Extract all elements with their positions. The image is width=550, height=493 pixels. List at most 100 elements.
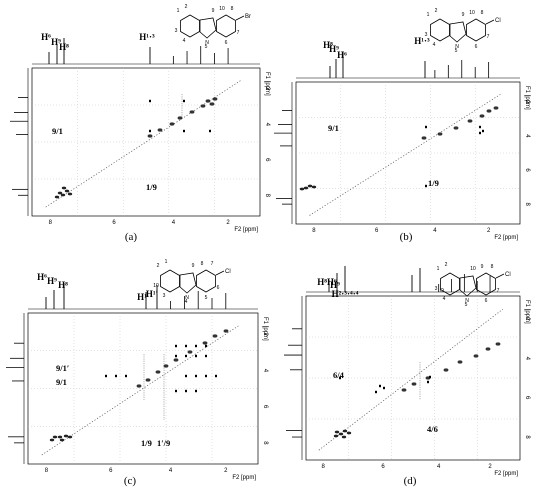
crosspeak-spot: [185, 344, 187, 348]
x-tick-label: 2: [488, 464, 492, 470]
x-tick-label: 6: [109, 468, 113, 474]
crosspeak-spot: [195, 344, 197, 348]
proton-label: H⁶: [41, 32, 51, 42]
panel-caption: (c): [124, 475, 137, 487]
ring-benzene: [476, 272, 496, 296]
crosspeak-spot: [67, 435, 73, 439]
crosspeak-label: 9/1: [52, 126, 63, 136]
crosspeak-spot: [223, 329, 229, 333]
crosspeak-spot: [375, 390, 377, 394]
crosspeak-spot: [205, 344, 207, 348]
crosspeak-spot: [195, 389, 197, 393]
crosspeak-label: 1/9: [428, 178, 439, 188]
proton-label: H⁹: [51, 37, 61, 47]
crosspeak-spot: [482, 129, 484, 133]
y-tick-label: 4: [262, 369, 268, 373]
atom-number: 6: [225, 40, 228, 46]
y-tick-label: 8: [524, 202, 530, 206]
crosspeak-spot: [421, 136, 427, 140]
proton-label: H⁸: [58, 280, 68, 290]
crosspeak-spot: [187, 350, 193, 354]
crosspeak-spot: [383, 386, 385, 390]
crosspeak-spot: [157, 128, 163, 132]
x-axis-label: F2 [ppm]: [232, 475, 256, 481]
crosspeak-spot: [64, 189, 70, 193]
crosspeak-spot: [339, 376, 341, 380]
molecule-structure: Cl N 21 10 3 4 9 8 7 6 5: [153, 259, 230, 305]
crosspeak-spot: [136, 384, 142, 388]
x-tick-label: 4: [169, 468, 173, 474]
y-tick-label: 6: [262, 405, 268, 409]
crosspeak-spot: [67, 192, 73, 196]
ring-benzene: [466, 18, 486, 42]
atom-number: 8: [231, 6, 234, 12]
crosspeak-spot: [212, 97, 218, 101]
atom-number: 2: [185, 4, 188, 10]
crosspeak-spot: [307, 184, 313, 188]
ring-benzene: [196, 269, 216, 293]
proton-label: H⁹: [329, 44, 339, 54]
crosspeak-spot: [163, 364, 169, 368]
crosspeak-spot: [145, 378, 151, 382]
x-tick-label: 8: [321, 464, 325, 470]
crosspeak-spot: [425, 184, 427, 188]
crosspeak-label: 1/9: [146, 182, 157, 192]
crosspeak-spot: [185, 389, 187, 393]
atom-number: 2: [435, 8, 438, 14]
crosspeak-spot: [185, 374, 187, 378]
ring-pyrrole: [179, 272, 197, 294]
molecule-structure: Cl N 12 34 5 10 9 8 7 6 O: [435, 262, 511, 308]
atom-number: 1: [427, 12, 430, 18]
substituent-bond: [235, 15, 245, 21]
substituent-label: Cl: [505, 272, 511, 278]
heteroatom-label: N: [455, 44, 459, 50]
crosspeak-spot: [183, 129, 185, 133]
proton-label: H²·³·⁴·⁴: [332, 289, 359, 299]
crosspeak-spot: [479, 125, 481, 129]
crosspeak-spot: [457, 360, 463, 364]
atom-number: 3: [425, 32, 428, 38]
proton-label: H⁸H⁶: [317, 277, 337, 287]
atom-number: 10: [470, 266, 476, 272]
atom-number: 2: [157, 263, 160, 269]
y-axis-label: F1 [ppm]: [262, 317, 268, 341]
x-tick-label: 2: [487, 228, 491, 234]
atom-number: 10: [219, 6, 225, 12]
crosspeak-spot: [479, 114, 485, 118]
molecule-structure: Cl N 12 34 5 9 10 8 7 6: [425, 8, 501, 54]
x-tick-label: 4: [437, 464, 441, 470]
atom-number: 7: [487, 34, 490, 40]
y-tick-label: 6: [264, 158, 270, 162]
substituent-label: Br: [245, 14, 251, 20]
atom-number: 6: [217, 285, 220, 291]
diagonal: [45, 79, 242, 208]
crosspeak-spot: [209, 129, 211, 133]
atom-number: 9: [462, 12, 465, 18]
crosspeak-spot: [205, 354, 207, 358]
crosspeak-spot: [342, 429, 348, 433]
x-tick-label: 8: [45, 468, 49, 474]
crosspeak-spot: [202, 341, 208, 345]
atom-number: 9: [212, 8, 215, 14]
atom-number: 5: [465, 302, 468, 308]
crosspeak-spot: [54, 195, 60, 199]
atom-number: 5: [205, 44, 208, 50]
atom-number: 8: [491, 264, 494, 270]
x-tick-label: 8: [312, 228, 316, 234]
diagonal: [318, 308, 504, 451]
ring-cyclohexane: [430, 18, 450, 42]
y-axis-label: F1 [ppm]: [524, 86, 530, 110]
ring-heteroatom: O: [440, 288, 444, 294]
ring-pyrrole: [199, 17, 217, 39]
atom-number: 10: [153, 283, 159, 289]
proton-label: H¹·³: [139, 32, 155, 42]
y-tick-label: 8: [264, 194, 270, 198]
crosspeak-spot: [427, 380, 429, 384]
x-axis-label: F2 [ppm]: [234, 227, 258, 233]
crosspeak-spot: [155, 370, 161, 374]
crosspeak-spot: [437, 132, 443, 136]
crosspeak-spot: [57, 191, 63, 195]
atom-number: 4: [183, 38, 186, 44]
x-tick-label: 6: [381, 464, 385, 470]
